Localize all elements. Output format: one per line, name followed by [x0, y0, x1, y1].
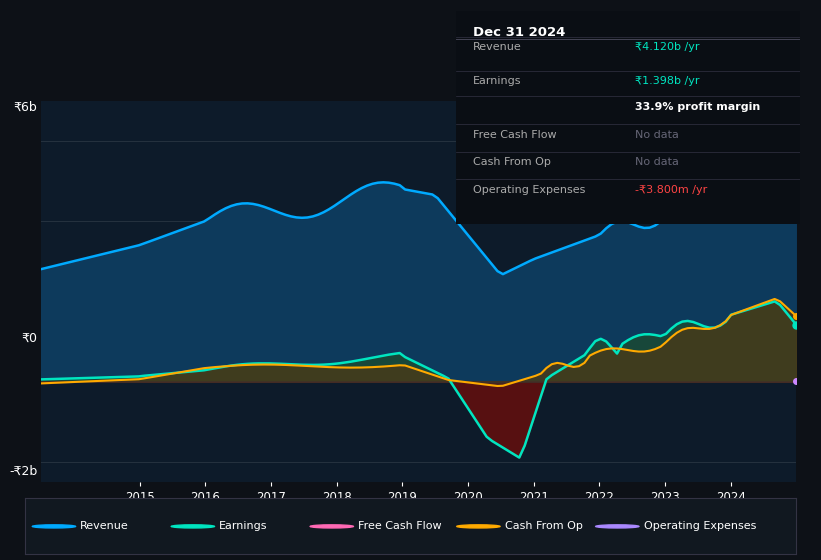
Text: Operating Expenses: Operating Expenses: [644, 521, 756, 531]
Circle shape: [172, 525, 214, 528]
Text: -₹3.800m /yr: -₹3.800m /yr: [635, 185, 707, 195]
Text: Revenue: Revenue: [80, 521, 129, 531]
Text: Earnings: Earnings: [473, 76, 521, 86]
Text: Cash From Op: Cash From Op: [505, 521, 583, 531]
Text: ₹6b: ₹6b: [13, 101, 37, 114]
Text: -₹2b: -₹2b: [9, 465, 37, 478]
Text: No data: No data: [635, 157, 679, 167]
Text: ₹1.398b /yr: ₹1.398b /yr: [635, 76, 699, 86]
Circle shape: [596, 525, 639, 528]
Text: No data: No data: [635, 129, 679, 139]
Circle shape: [310, 525, 353, 528]
Text: Dec 31 2024: Dec 31 2024: [473, 26, 566, 39]
Text: ₹4.120b /yr: ₹4.120b /yr: [635, 43, 699, 53]
Circle shape: [456, 525, 500, 528]
Text: Revenue: Revenue: [473, 43, 521, 53]
Text: Earnings: Earnings: [219, 521, 268, 531]
Text: Free Cash Flow: Free Cash Flow: [473, 129, 557, 139]
Text: ₹0: ₹0: [21, 332, 37, 346]
Text: 33.9% profit margin: 33.9% profit margin: [635, 102, 760, 112]
Text: Cash From Op: Cash From Op: [473, 157, 551, 167]
Text: Operating Expenses: Operating Expenses: [473, 185, 585, 195]
Text: Free Cash Flow: Free Cash Flow: [358, 521, 442, 531]
Circle shape: [32, 525, 76, 528]
